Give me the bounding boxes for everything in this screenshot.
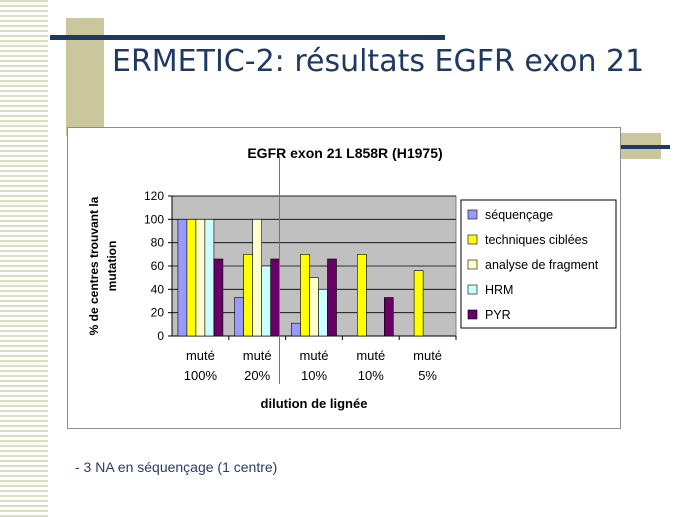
bar-techniques-ciblées <box>413 270 424 337</box>
bar-séquençage <box>234 297 244 337</box>
bar-HRM <box>318 289 328 337</box>
y-tick-label: 20 <box>151 306 165 320</box>
bar-chart: EGFR exon 21 L858R (H1975) 0 20 40 60 80 100 12… <box>87 145 617 411</box>
chart-frame: EGFR exon 21 L858R (H1975) 0 20 40 60 80 100 12… <box>67 127 621 429</box>
legend-label: HRM <box>485 283 513 297</box>
chart-title: EGFR exon 21 L858R (H1975) <box>247 145 442 161</box>
legend-box <box>460 199 617 329</box>
legend-swatch <box>467 259 478 270</box>
title-accent-line <box>50 35 445 40</box>
x-tick-label: muté <box>413 348 442 363</box>
x-tick-label: 20% <box>244 368 270 383</box>
legend-swatch <box>467 284 478 295</box>
bar-HRM <box>204 219 215 337</box>
bar-techniques-ciblées <box>243 254 253 337</box>
x-tick-label: muté <box>356 348 385 363</box>
footnote: - 3 NA en séquençage (1 centre) <box>75 459 278 475</box>
bar-techniques-ciblées <box>186 219 197 337</box>
legend-label: PYR <box>485 308 511 322</box>
bar-analyse-de-fragment <box>195 219 206 337</box>
y-tick-label: 120 <box>144 189 164 203</box>
y-axis-label: mutation <box>105 241 119 292</box>
x-axis-label: dilution de lignée <box>261 396 368 411</box>
bar-analyse-de-fragment <box>309 277 319 337</box>
y-tick-label: 80 <box>151 236 165 250</box>
bar-séquençage <box>291 322 301 337</box>
y-tick-label: 100 <box>144 212 164 226</box>
x-tick-label: muté <box>243 348 272 363</box>
cursor-line <box>279 156 280 384</box>
bar-HRM <box>261 265 271 337</box>
legend-swatch <box>467 234 478 245</box>
legend-label: analyse de fragment <box>485 258 599 272</box>
legend-swatch <box>467 209 478 220</box>
bar-analyse-de-fragment <box>252 219 262 337</box>
x-tick-label: muté <box>186 348 215 363</box>
left-stripe-decoration <box>0 0 48 517</box>
y-tick-label: 60 <box>151 259 165 273</box>
y-axis-label: % de centres trouvant la <box>87 196 101 335</box>
bar-PYR <box>383 297 394 337</box>
legend-label: séquençage <box>485 208 553 222</box>
bar-techniques-ciblées <box>356 254 367 337</box>
x-tick-label: 5% <box>418 368 437 383</box>
legend-label: techniques ciblées <box>485 233 588 247</box>
x-tick-label: 100% <box>184 368 218 383</box>
x-tick-label: muté <box>300 348 329 363</box>
legend-swatch <box>467 309 478 320</box>
slide-title: ERMETIC-2: résultats EGFR exon 21 <box>112 44 645 79</box>
bar-PYR <box>327 258 337 337</box>
y-tick-label: 40 <box>151 282 165 296</box>
x-tick-label: 10% <box>358 368 384 383</box>
right-accent-line <box>618 145 670 149</box>
y-tick-label: 0 <box>157 329 164 343</box>
bar-séquençage <box>177 219 188 337</box>
bar-PYR <box>213 258 224 337</box>
bar-techniques-ciblées <box>300 254 310 337</box>
x-tick-label: 10% <box>301 368 327 383</box>
